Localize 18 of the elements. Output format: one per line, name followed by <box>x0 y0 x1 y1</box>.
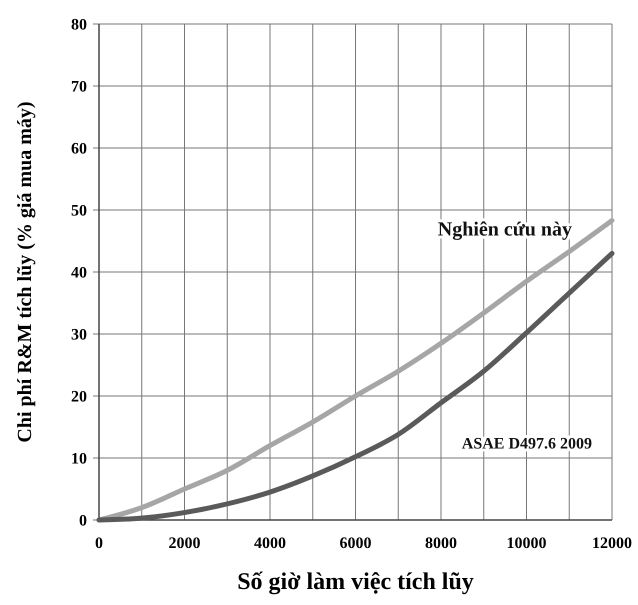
y-tick-label: 50 <box>71 202 87 220</box>
x-tick-label: 6000 <box>340 535 372 552</box>
y-tick-label: 30 <box>71 326 87 344</box>
y-tick-label: 0 <box>79 512 87 530</box>
x-axis-title: Số giờ làm việc tích lũy <box>237 569 474 595</box>
y-tick-label: 40 <box>71 264 87 282</box>
y-tick-label: 20 <box>71 388 87 406</box>
x-tick-label: 10000 <box>506 535 546 552</box>
y-tick-label: 70 <box>71 78 87 96</box>
y-axis-title: Chi phí R&M tích lũy (% giá mua máy) <box>14 101 36 443</box>
y-tick-label: 80 <box>71 16 87 34</box>
x-tick-label: 12000 <box>592 535 632 552</box>
x-tick-label: 8000 <box>425 535 457 552</box>
y-tick-label: 10 <box>71 450 87 468</box>
x-tick-label: 4000 <box>254 535 286 552</box>
x-tick-label: 0 <box>95 535 103 552</box>
y-tick-label: 60 <box>71 140 87 158</box>
x-tick-label: 2000 <box>168 535 200 552</box>
